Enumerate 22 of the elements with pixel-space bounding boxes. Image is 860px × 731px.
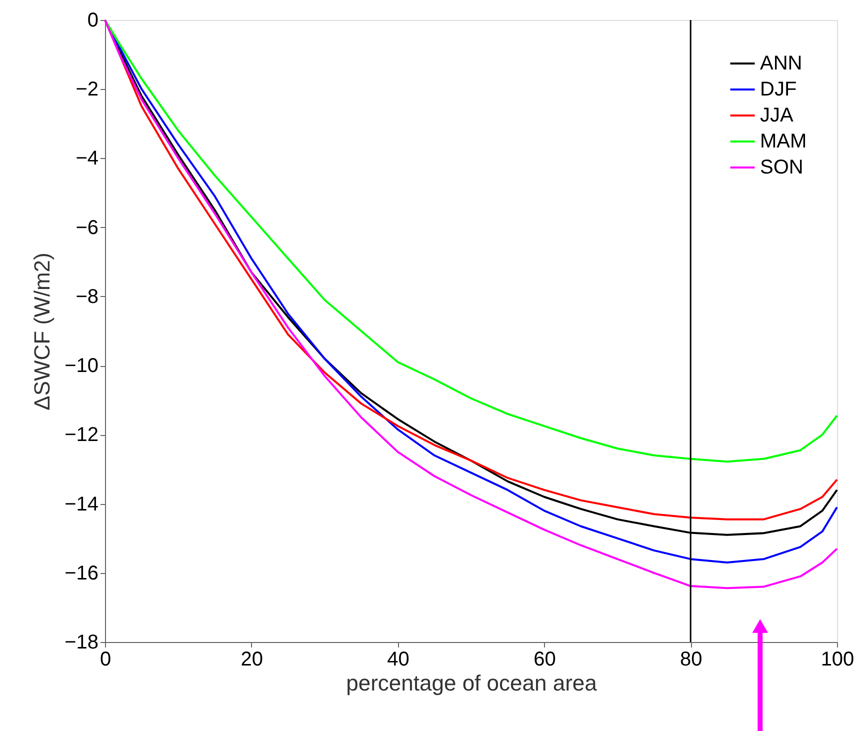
legend-label: SON xyxy=(760,156,804,178)
x-tick-label: 40 xyxy=(387,648,410,670)
x-tick-label: 60 xyxy=(534,648,556,670)
legend-label: DJF xyxy=(760,78,797,100)
legend-label: MAM xyxy=(760,130,807,152)
x-tick-label: 80 xyxy=(680,648,702,670)
y-tick-label: −12 xyxy=(64,424,98,446)
x-axis-title: percentage of ocean area xyxy=(346,670,598,696)
y-tick-label: −14 xyxy=(64,493,98,516)
y-tick-label: −8 xyxy=(76,286,98,308)
y-tick-label: 0 xyxy=(87,10,98,32)
x-tick-label: 100 xyxy=(820,648,854,670)
y-tick-label: −18 xyxy=(64,632,98,654)
y-tick-label: −6 xyxy=(76,216,98,239)
x-tick-label: 20 xyxy=(240,648,264,670)
y-tick-label: −10 xyxy=(64,355,98,378)
y-tick-label: −2 xyxy=(76,78,98,101)
y-axis-title: ΔSWCF (W/m2) xyxy=(30,252,55,410)
y-tick-label: −4 xyxy=(76,148,98,170)
y-tick-label: −16 xyxy=(64,562,98,584)
legend-label: ANN xyxy=(760,52,802,74)
legend-label: JJA xyxy=(760,104,794,126)
